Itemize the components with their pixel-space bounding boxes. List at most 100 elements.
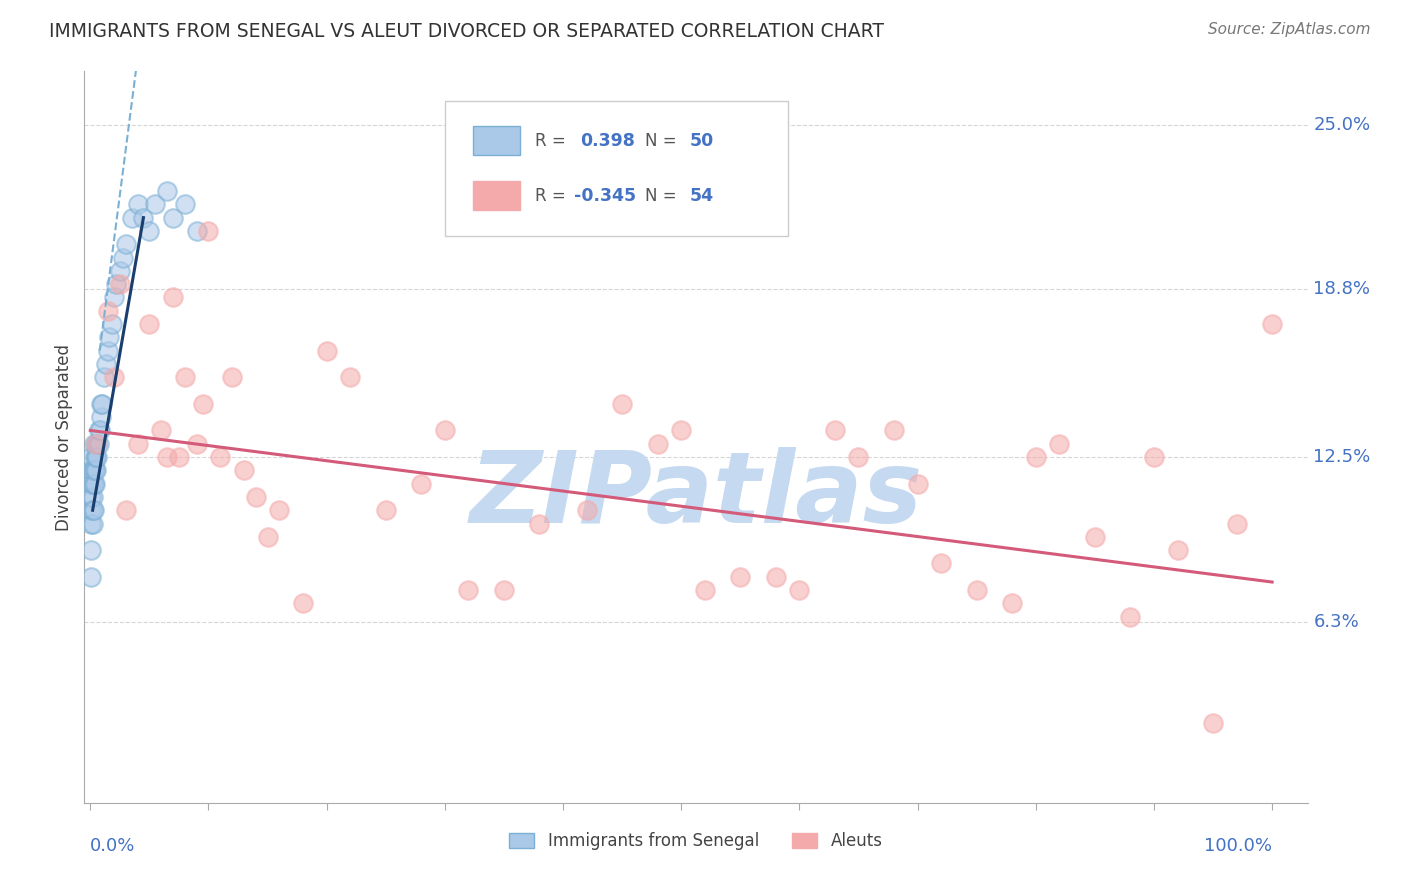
Point xyxy=(80,516,103,531)
Point xyxy=(339,370,361,384)
Point xyxy=(84,450,107,464)
FancyBboxPatch shape xyxy=(446,101,787,235)
Text: 18.8%: 18.8% xyxy=(1313,280,1371,299)
Point xyxy=(84,476,107,491)
Point xyxy=(966,582,988,597)
Point xyxy=(84,463,107,477)
Text: R =: R = xyxy=(534,186,571,204)
Point xyxy=(693,582,716,597)
Point xyxy=(209,450,232,464)
Point xyxy=(84,436,107,450)
Text: -0.345: -0.345 xyxy=(574,186,636,204)
Point xyxy=(221,370,243,384)
Point xyxy=(80,570,103,584)
Point xyxy=(82,516,104,531)
Point xyxy=(103,370,125,384)
Text: 100.0%: 100.0% xyxy=(1204,838,1272,855)
Point xyxy=(1167,543,1189,558)
Point xyxy=(84,436,107,450)
Point xyxy=(82,503,104,517)
Point xyxy=(127,436,149,450)
Point xyxy=(86,436,108,450)
Point xyxy=(91,397,114,411)
Point xyxy=(97,303,120,318)
Text: 54: 54 xyxy=(690,186,714,204)
Point xyxy=(84,463,107,477)
Y-axis label: Divorced or Separated: Divorced or Separated xyxy=(55,343,73,531)
Point xyxy=(167,450,190,464)
Point xyxy=(100,317,122,331)
Point xyxy=(80,543,103,558)
Point xyxy=(824,424,846,438)
Point xyxy=(87,424,110,438)
Text: 12.5%: 12.5% xyxy=(1313,448,1371,466)
Text: 6.3%: 6.3% xyxy=(1313,613,1360,631)
Point xyxy=(610,397,633,411)
Point xyxy=(457,582,479,597)
Point xyxy=(256,530,278,544)
Point xyxy=(90,397,112,411)
Point xyxy=(103,290,125,304)
Point xyxy=(121,211,143,225)
Point xyxy=(97,343,120,358)
Point xyxy=(80,476,103,491)
Point xyxy=(789,582,811,597)
Point xyxy=(197,224,219,238)
Point xyxy=(848,450,870,464)
Point xyxy=(89,424,111,438)
Point xyxy=(162,290,184,304)
Point xyxy=(87,436,110,450)
Point xyxy=(90,410,112,425)
Point xyxy=(143,197,166,211)
Point xyxy=(80,503,103,517)
Point xyxy=(1202,716,1225,731)
Point xyxy=(82,463,104,477)
Text: Source: ZipAtlas.com: Source: ZipAtlas.com xyxy=(1208,22,1371,37)
Point xyxy=(132,211,155,225)
Point xyxy=(1261,317,1284,331)
Point xyxy=(186,224,208,238)
Text: 0.398: 0.398 xyxy=(579,132,634,150)
Point xyxy=(173,370,195,384)
Point xyxy=(669,424,692,438)
Point xyxy=(315,343,337,358)
Point xyxy=(1084,530,1107,544)
Point xyxy=(647,436,669,450)
Point xyxy=(108,264,131,278)
Point xyxy=(191,397,214,411)
Point xyxy=(83,436,105,450)
Point xyxy=(82,476,104,491)
Point xyxy=(82,490,104,504)
Point xyxy=(1119,609,1142,624)
Text: 25.0%: 25.0% xyxy=(1313,116,1371,134)
Point xyxy=(108,277,131,292)
Point xyxy=(114,237,136,252)
Point xyxy=(529,516,551,531)
Text: 0.0%: 0.0% xyxy=(90,838,135,855)
Point xyxy=(80,450,103,464)
Point xyxy=(269,503,291,517)
Text: ZIPatlas: ZIPatlas xyxy=(470,447,922,544)
Point xyxy=(245,490,267,504)
Point xyxy=(83,503,105,517)
Text: IMMIGRANTS FROM SENEGAL VS ALEUT DIVORCED OR SEPARATED CORRELATION CHART: IMMIGRANTS FROM SENEGAL VS ALEUT DIVORCE… xyxy=(49,22,884,41)
Point xyxy=(84,450,107,464)
Point xyxy=(80,490,103,504)
Point xyxy=(575,503,598,517)
Point xyxy=(138,224,160,238)
Point xyxy=(1001,596,1024,610)
Point xyxy=(232,463,254,477)
Text: N =: N = xyxy=(644,186,676,204)
Text: N =: N = xyxy=(644,132,676,150)
Point xyxy=(1025,450,1047,464)
Point xyxy=(929,557,952,571)
Point xyxy=(1143,450,1166,464)
Point xyxy=(907,476,929,491)
Point xyxy=(83,463,105,477)
Point xyxy=(411,476,433,491)
Point xyxy=(83,476,105,491)
Text: 50: 50 xyxy=(690,132,714,150)
Legend: Immigrants from Senegal, Aleuts: Immigrants from Senegal, Aleuts xyxy=(503,825,889,856)
Point xyxy=(492,582,515,597)
Point xyxy=(292,596,315,610)
